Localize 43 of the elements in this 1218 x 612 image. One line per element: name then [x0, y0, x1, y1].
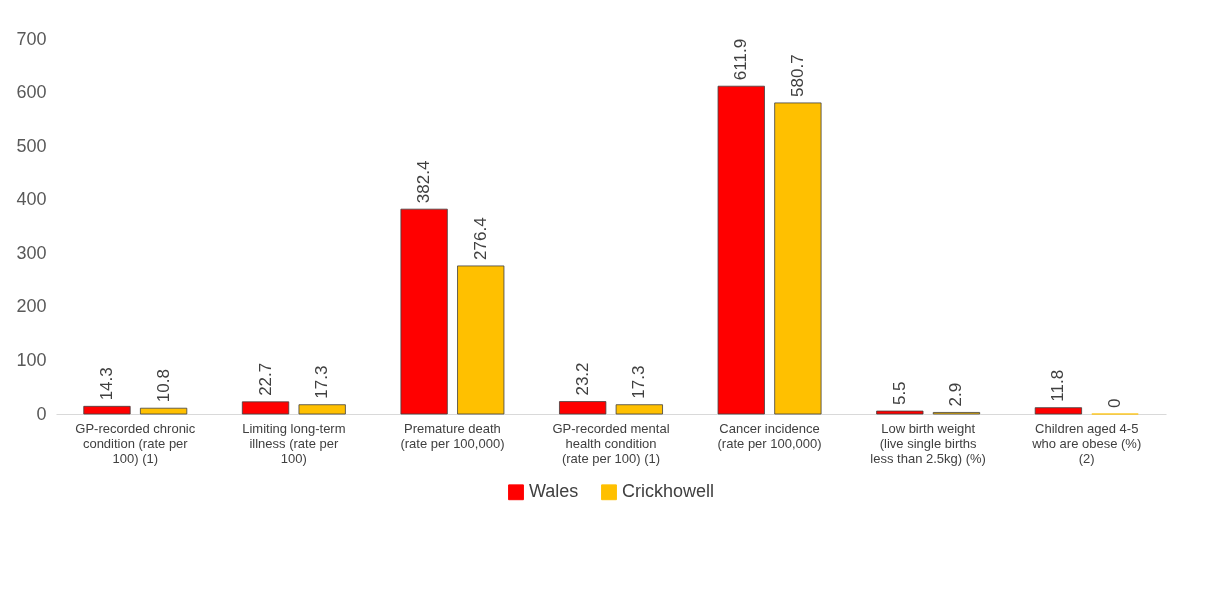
- y-tick-label: 400: [16, 189, 47, 210]
- data-label: 17.3: [629, 365, 649, 399]
- bar: [457, 265, 505, 415]
- bar: [241, 401, 290, 415]
- data-label: 10.8: [153, 369, 173, 403]
- x-tick-label: Premature death (rate per 100,000): [400, 420, 505, 451]
- x-tick-label: GP-recorded chronic condition (rate per 100) (1): [75, 420, 196, 466]
- y-tick-label: 600: [16, 82, 47, 103]
- bar: [615, 404, 663, 415]
- data-label: 611.9: [731, 38, 751, 81]
- legend-label: Crickhowell: [622, 481, 715, 502]
- bar: [717, 85, 765, 415]
- data-label: 580.7: [787, 54, 807, 97]
- legend-label: Wales: [529, 481, 579, 502]
- y-tick-label: 200: [16, 296, 47, 317]
- x-tick-label: Low birth weight (live single births less than 2.5kg) (%): [870, 420, 986, 466]
- x-tick-label: Cancer incidence (rate per 100,000): [717, 420, 822, 451]
- data-label: 2.9: [946, 382, 966, 407]
- y-tick-label: 0: [36, 403, 47, 424]
- x-tick-label: Limiting long-term illness (rate per 100): [242, 420, 346, 466]
- y-tick-label: 700: [16, 28, 47, 49]
- data-label: 382.4: [414, 160, 434, 204]
- y-tick-label: 100: [16, 349, 47, 370]
- data-label: 17.3: [312, 365, 332, 399]
- bar: [876, 410, 924, 415]
- data-label: 0: [1105, 398, 1125, 408]
- data-label: 23.2: [572, 362, 592, 396]
- y-tick-label: 300: [16, 242, 47, 263]
- x-tick-label: Children aged 4-5 who are obese (%) (2): [1031, 420, 1142, 466]
- data-label: 14.3: [96, 367, 116, 401]
- data-label: 5.5: [889, 381, 909, 406]
- bar: [400, 208, 448, 415]
- data-label: 276.4: [470, 217, 490, 260]
- data-label: 22.7: [255, 362, 275, 396]
- bar: [139, 407, 188, 415]
- bar: [1034, 407, 1083, 415]
- y-tick-label: 500: [16, 135, 47, 156]
- x-tick-label: GP-recorded mental health condition (rate per 100) (1): [552, 420, 670, 466]
- data-label: 11.8: [1048, 369, 1068, 402]
- bar: [559, 401, 607, 415]
- bar: [298, 404, 346, 415]
- bar: [83, 405, 131, 415]
- bar: [774, 102, 822, 415]
